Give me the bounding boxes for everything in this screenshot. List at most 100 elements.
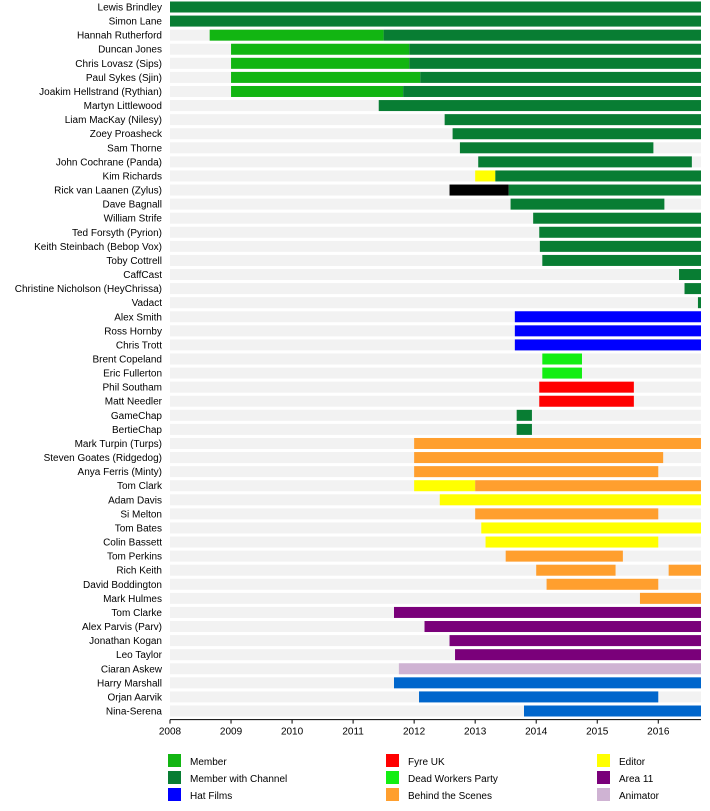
timeline-bar [393, 606, 701, 618]
row-label: Chris Lovasz (Sips) [75, 59, 162, 70]
timeline-bar [514, 339, 701, 351]
timeline-row: David Boddington [83, 578, 701, 591]
timeline-row: Harry Marshall [97, 677, 701, 689]
timeline-bar [452, 128, 701, 140]
row-label: Liam MacKay (Nilesy) [65, 115, 162, 126]
timeline-row: Steven Goates (Ridgedog) [44, 452, 701, 464]
row-label: Harry Marshall [97, 678, 162, 689]
legend-swatch [168, 754, 181, 767]
legend-item: Editor [597, 754, 646, 768]
row-track [170, 325, 701, 337]
legend-label: Member with Channel [190, 774, 287, 785]
x-axis: 2008 2009 2010 2011 2012 2013 2014 2015 2016 [159, 719, 701, 738]
timeline-row: Tom Clark [117, 480, 701, 492]
row-label: Alex Parvis (Parv) [82, 622, 162, 633]
row-track [170, 395, 701, 407]
timeline-bar [539, 240, 701, 252]
timeline-bar [378, 100, 701, 112]
row-label: Orjan Aarvik [108, 692, 163, 703]
row-label: Duncan Jones [98, 45, 162, 56]
timeline-row: Ted Forsyth (Pyrion) [72, 226, 701, 239]
timeline-row: Ross Hornby [104, 325, 701, 337]
legend-swatch [386, 754, 399, 767]
x-tick-label: 2012 [403, 727, 426, 738]
timeline-bar [231, 71, 421, 83]
timeline-row: Anya Ferris (Minty) [78, 466, 701, 478]
row-track [170, 578, 701, 590]
timeline-bar [209, 29, 384, 41]
row-track [170, 381, 701, 393]
row-track [170, 494, 701, 506]
timeline-row: Brent Copeland [93, 353, 701, 366]
timeline-bar [478, 156, 692, 168]
row-label: Adam Davis [108, 495, 162, 506]
timeline-bar [475, 170, 496, 182]
row-track [170, 367, 701, 379]
timeline-bar [542, 254, 701, 266]
timeline-row: BertieChap [112, 423, 701, 436]
legend-label: Fyre UK [408, 757, 445, 768]
legend-label: Member [190, 757, 227, 768]
row-label: Leo Taylor [116, 650, 163, 661]
row-label: Matt Needler [105, 397, 163, 408]
timeline-bar [231, 43, 410, 55]
timeline-row: Liam MacKay (Nilesy) [65, 114, 701, 126]
row-label: Ciaran Askew [101, 664, 163, 675]
timeline-row: Sam Thorne [107, 142, 701, 154]
row-label: John Cochrane (Panda) [56, 157, 162, 168]
timeline-row: John Cochrane (Panda) [56, 156, 701, 168]
timeline-bar [424, 621, 701, 633]
timeline-bar [679, 269, 701, 281]
legend-item: Area 11 [597, 771, 654, 785]
row-label: Phil Southam [103, 383, 162, 394]
row-track [170, 423, 701, 435]
row-label: Hannah Rutherford [77, 31, 162, 42]
x-tick-label: 2015 [586, 727, 609, 738]
row-track [170, 508, 701, 520]
legend-label: Animator [619, 791, 660, 802]
timeline-row: Nina-Serena [106, 705, 701, 718]
timeline-bar [409, 43, 701, 55]
row-track [170, 254, 701, 266]
row-label: Vadact [132, 298, 163, 309]
row-label: Rick van Laanen (Zylus) [54, 186, 162, 197]
timeline-bar [536, 564, 616, 576]
timeline-row: Mark Hulmes [103, 592, 701, 605]
row-track [170, 592, 701, 604]
timeline-bar [475, 480, 701, 492]
timeline-bar [514, 311, 701, 323]
timeline-bar [231, 85, 404, 97]
timeline-bar [439, 494, 701, 506]
row-track [170, 649, 701, 661]
row-track [170, 170, 701, 182]
timeline-bar [449, 184, 509, 196]
timeline-row: Alex Parvis (Parv) [82, 621, 701, 633]
row-label: Christine Nicholson (HeyChrissa) [15, 284, 162, 295]
row-track [170, 212, 701, 224]
timeline-row: Duncan Jones [98, 43, 701, 56]
row-track [170, 635, 701, 647]
timeline-row: Christine Nicholson (HeyChrissa) [15, 283, 701, 295]
timeline-row: Jonathan Kogan [89, 635, 701, 647]
legend-label: Hat Films [190, 791, 232, 802]
row-label: Tom Clark [117, 481, 163, 492]
timeline-bar [455, 649, 701, 661]
timeline-row: Zoey Proasheck [90, 128, 701, 140]
legend-swatch [597, 754, 610, 767]
row-label: Simon Lane [109, 17, 163, 28]
row-label: Si Melton [120, 509, 162, 520]
timeline-row: Kim Richards [103, 170, 701, 182]
row-track [170, 283, 701, 295]
timeline-row: Lewis Brindley [98, 1, 701, 14]
row-label: David Boddington [83, 580, 162, 591]
row-label: Mark Hulmes [103, 594, 162, 605]
timeline-row: Rick van Laanen (Zylus) [54, 184, 701, 197]
legend-item: Animator [597, 788, 660, 802]
legend-label: Dead Workers Party [408, 774, 498, 785]
x-tick-label: 2014 [525, 727, 548, 738]
timeline-row: Keith Steinbach (Bebop Vox) [34, 240, 701, 253]
timeline-row: Alex Smith [114, 311, 701, 323]
timeline-row: Tom Bates [115, 522, 701, 534]
timeline-row: William Strife [104, 212, 701, 225]
